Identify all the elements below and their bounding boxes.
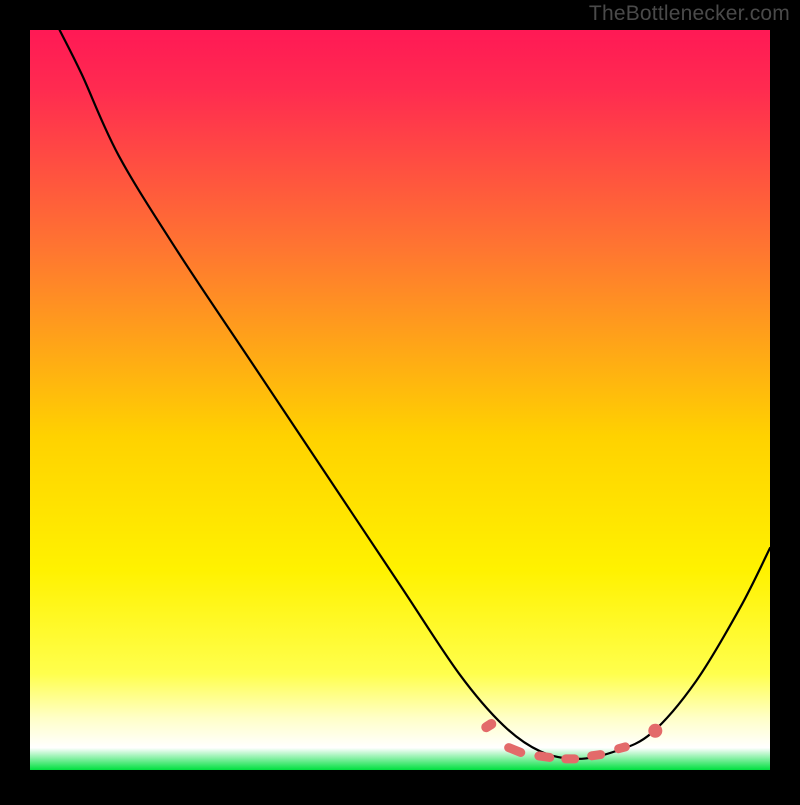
attribution-text: TheBottlenecker.com <box>589 2 790 26</box>
marker-3 <box>561 754 579 763</box>
chart-svg <box>0 0 800 800</box>
plot-area <box>30 30 770 770</box>
bottleneck-chart <box>0 0 800 800</box>
